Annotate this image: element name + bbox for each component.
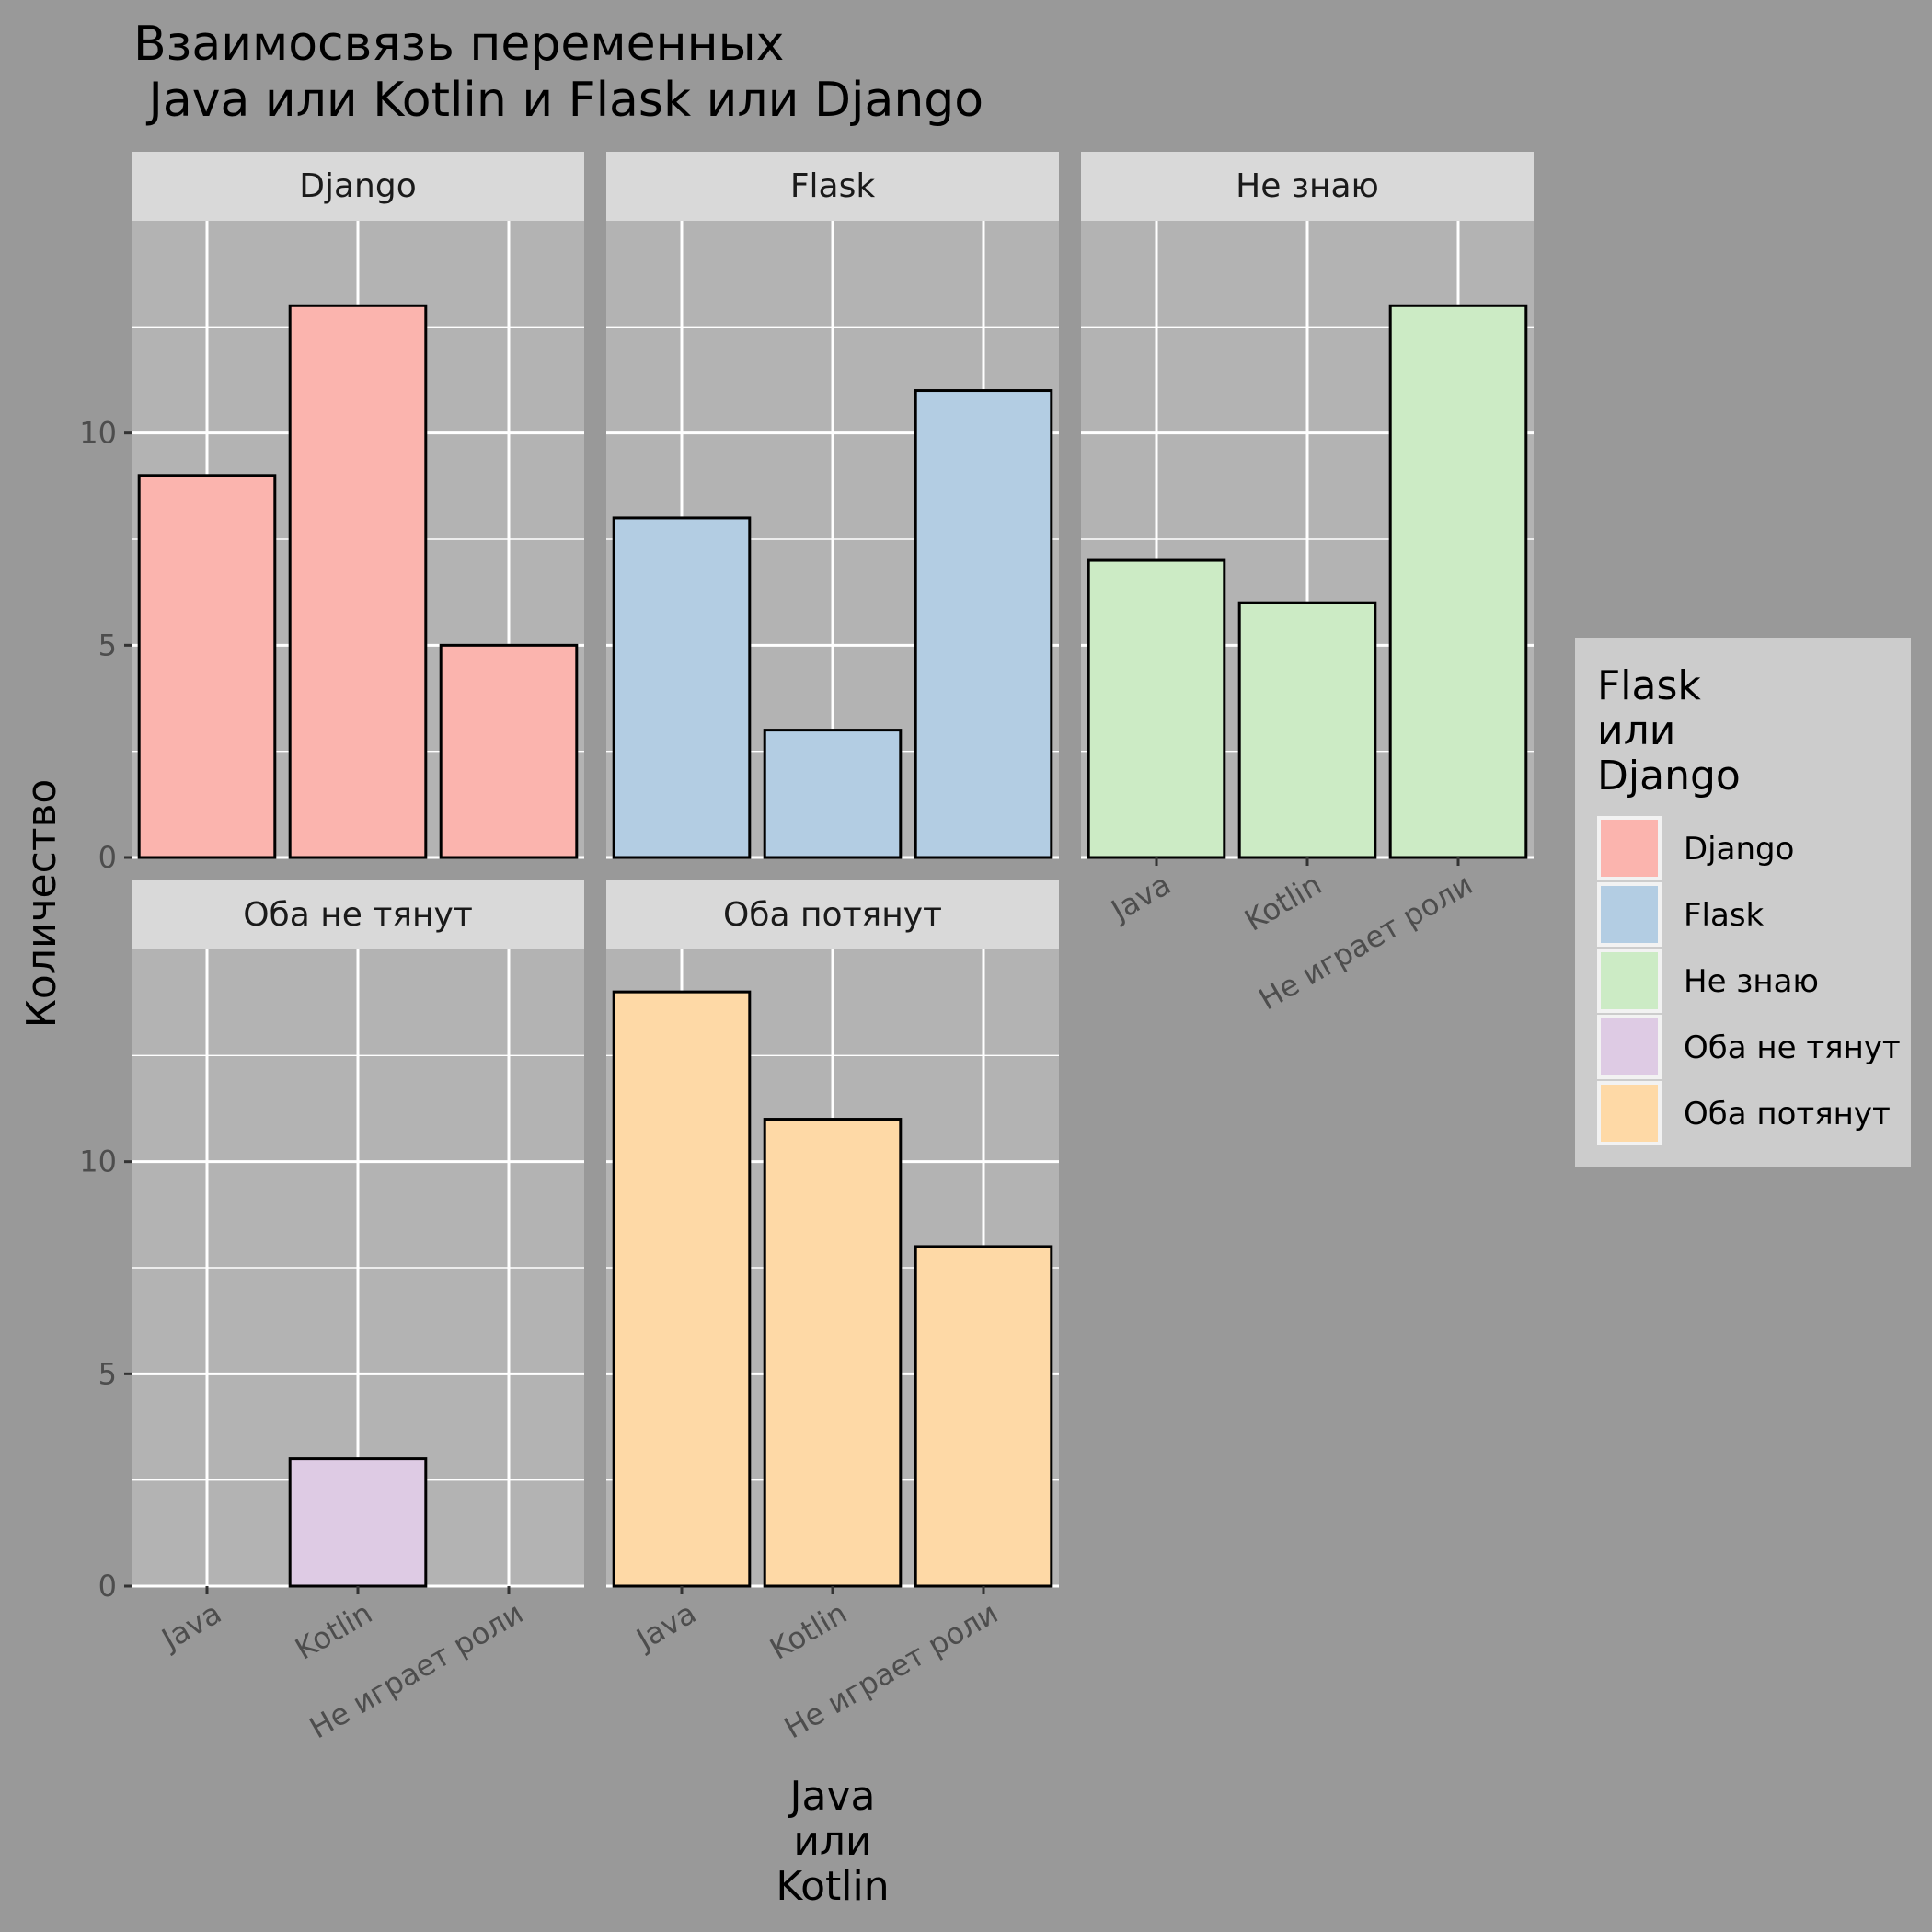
x-axis-title-line-3: Kotlin [776,1863,889,1910]
legend-title-line-3: Django [1597,753,1741,799]
legend-label: Не знаю [1684,963,1819,1000]
legend-key [1601,820,1658,877]
chart-title-line-1: Взаимосвязь переменных [133,17,784,72]
facet-1: Django 0 5 10 [79,152,584,875]
bar [612,516,752,859]
bar [439,643,579,859]
legend-items: Django Flask Не знаю Оба не тянут Оба потяну… [1597,816,1901,1145]
legend-label: Оба потянут [1684,1096,1891,1133]
legend-item: Оба потянут [1597,1081,1891,1145]
x-axis-title-line-1: Java [788,1773,876,1820]
legend: Flask или Django Django Flask Не знаю Оба н… [1575,638,1911,1167]
legend-key [1601,1018,1658,1075]
legend-item: Оба не тянут [1597,1015,1901,1079]
bar [288,1457,428,1588]
y-tick-label: 10 [79,1144,117,1179]
legend-key [1601,1085,1658,1142]
y-axis-title: Количество [18,779,65,1029]
strip-label: Django [299,167,416,205]
y-tick-label: 5 [98,627,117,662]
strip-background [132,880,584,949]
legend-key [1601,952,1658,1009]
bar [1237,601,1377,859]
bar [612,990,752,1588]
bar [914,1245,1053,1588]
bar [763,729,903,859]
x-tick-label: Kotlin [764,1595,853,1667]
legend-item: Django [1597,816,1794,880]
y-tick-label: 0 [98,1569,117,1604]
legend-item: Не знаю [1597,949,1819,1013]
strip-label: Не знаю [1236,167,1379,205]
legend-key [1601,886,1658,943]
strip-label: Оба потянут [723,896,942,934]
strip-background [606,880,1059,949]
bar [763,1118,903,1588]
bar [914,389,1053,859]
bar [1087,558,1226,859]
strip-background [606,152,1059,221]
x-tick-label: Kotlin [289,1595,378,1667]
facet-2: Flask [606,152,1059,859]
legend-item: Flask [1597,882,1765,947]
strip-label: Flask [790,167,876,205]
x-axis-title-line-2: или [793,1818,871,1865]
strip-label: Оба не тянут [243,896,473,934]
legend-label: Оба не тянут [1684,1029,1901,1066]
strip-background [132,152,584,221]
legend-title-line-2: или [1597,707,1675,754]
bar [288,304,428,859]
x-tick-label: Java [629,1595,702,1658]
chart-title-line-2: Java или Kotlin и Flask или Django [133,73,983,128]
x-tick-label: Java [155,1595,227,1658]
legend-label: Flask [1684,897,1765,934]
legend-label: Django [1684,831,1794,868]
y-tick-label: 10 [79,416,117,451]
y-tick-label: 0 [98,840,117,875]
bar [1388,304,1528,859]
strip-background [1081,152,1534,221]
bar [137,474,277,859]
x-tick-label: Java [1104,867,1177,929]
legend-title-line-1: Flask [1597,662,1701,709]
x-tick-label: Kotlin [1238,867,1328,938]
y-tick-label: 5 [98,1356,117,1391]
